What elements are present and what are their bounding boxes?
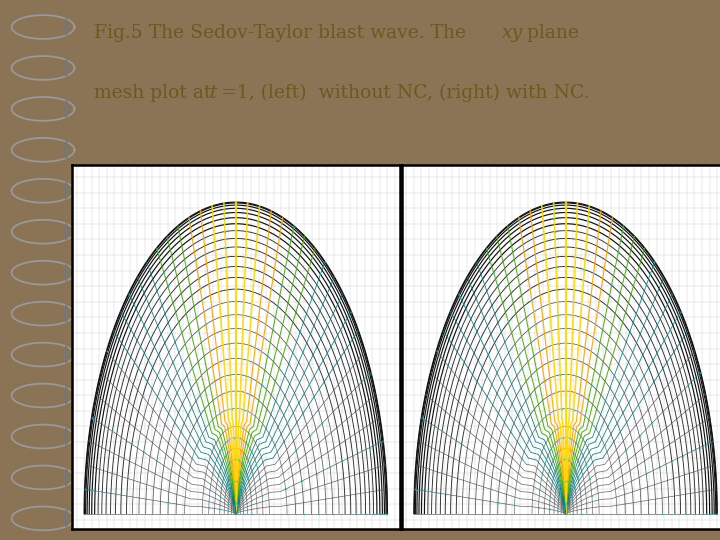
Text: plane: plane — [521, 24, 579, 42]
Text: Fig.5 The Sedov-Taylor blast wave. The: Fig.5 The Sedov-Taylor blast wave. The — [94, 24, 472, 42]
Text: xy: xy — [502, 24, 523, 42]
Text: =1, (left)  without NC, (right) with NC.: =1, (left) without NC, (right) with NC. — [221, 84, 590, 102]
Circle shape — [65, 510, 68, 526]
Circle shape — [65, 224, 68, 240]
Circle shape — [65, 265, 68, 281]
Text: mesh plot at: mesh plot at — [94, 84, 218, 102]
Circle shape — [65, 19, 68, 35]
Circle shape — [65, 60, 68, 76]
Circle shape — [65, 428, 68, 444]
Text: t: t — [210, 84, 218, 102]
Circle shape — [65, 183, 68, 199]
Circle shape — [65, 469, 68, 485]
Circle shape — [65, 101, 68, 117]
Circle shape — [65, 141, 68, 158]
Circle shape — [65, 347, 68, 363]
Circle shape — [65, 306, 68, 322]
Circle shape — [65, 387, 68, 403]
